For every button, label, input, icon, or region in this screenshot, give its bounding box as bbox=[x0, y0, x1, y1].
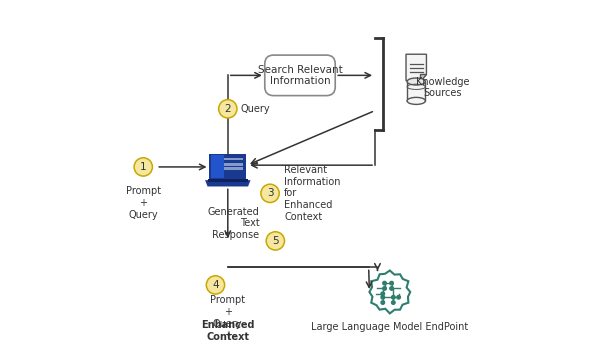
Text: 2: 2 bbox=[224, 104, 231, 114]
Circle shape bbox=[392, 295, 395, 299]
Polygon shape bbox=[370, 271, 410, 313]
Bar bbox=[209, 154, 246, 180]
Circle shape bbox=[392, 301, 395, 304]
Polygon shape bbox=[205, 180, 251, 186]
Bar bbox=[224, 167, 244, 170]
Polygon shape bbox=[406, 54, 427, 81]
Text: Search Relevant
Information: Search Relevant Information bbox=[257, 65, 343, 86]
Text: Prompt
+
Query
+: Prompt + Query + bbox=[210, 295, 245, 340]
Ellipse shape bbox=[407, 97, 425, 104]
Circle shape bbox=[134, 158, 152, 176]
Circle shape bbox=[390, 282, 394, 285]
Circle shape bbox=[383, 282, 386, 285]
Text: 5: 5 bbox=[272, 236, 278, 246]
Text: Knowledge
Sources: Knowledge Sources bbox=[416, 77, 469, 98]
Text: Enhanced
Context: Enhanced Context bbox=[201, 320, 254, 342]
Circle shape bbox=[390, 287, 394, 290]
Polygon shape bbox=[420, 74, 427, 81]
Circle shape bbox=[266, 232, 284, 250]
Circle shape bbox=[206, 276, 224, 294]
Circle shape bbox=[381, 292, 385, 295]
Circle shape bbox=[218, 100, 237, 118]
FancyBboxPatch shape bbox=[265, 55, 335, 95]
Circle shape bbox=[381, 295, 385, 299]
Bar bbox=[224, 163, 244, 166]
Ellipse shape bbox=[407, 78, 425, 85]
Text: 4: 4 bbox=[212, 280, 219, 290]
Text: Large Language Model EndPoint: Large Language Model EndPoint bbox=[311, 322, 469, 332]
Circle shape bbox=[381, 301, 385, 304]
Circle shape bbox=[383, 287, 386, 290]
Bar bbox=[211, 155, 224, 178]
Text: 3: 3 bbox=[267, 189, 274, 198]
Bar bbox=[208, 179, 248, 181]
Text: Generated
Text
Response: Generated Text Response bbox=[208, 207, 259, 240]
Text: 1: 1 bbox=[140, 162, 146, 172]
Bar bbox=[407, 82, 425, 101]
Text: Prompt
+
Query: Prompt + Query bbox=[125, 186, 161, 219]
Circle shape bbox=[397, 295, 400, 299]
Bar bbox=[224, 158, 244, 160]
Text: Query: Query bbox=[240, 104, 270, 114]
Circle shape bbox=[261, 184, 279, 202]
Text: Relevant
Information
for
Enhanced
Context: Relevant Information for Enhanced Contex… bbox=[284, 165, 341, 222]
